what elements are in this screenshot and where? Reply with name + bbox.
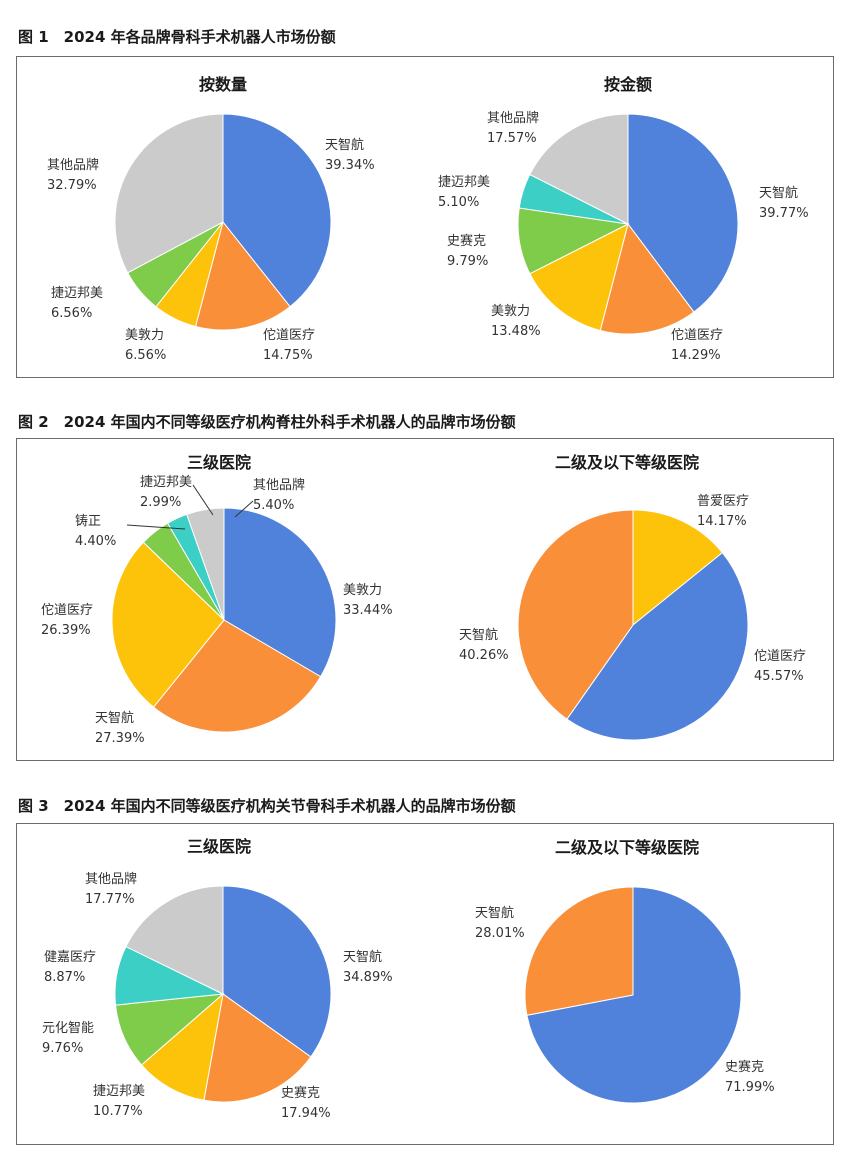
fig1-chart2-label-6: 其他品牌 17.57% <box>487 110 539 146</box>
fig1-chart1-label-1: 天智航 39.34% <box>325 137 375 173</box>
fig2-chart1-slice-2 <box>152 619 322 733</box>
figure-1-panel: 按数量天智航 39.34% 佗道医疗 14.75% 美敦力 6.56% 捷迈邦美 6.56% 其… <box>16 56 834 378</box>
fig2-chart2-slice-1 <box>632 509 724 627</box>
fig2-chart1-slice-1 <box>223 507 337 678</box>
fig3-chart1-label-6: 其他品牌 17.77% <box>85 871 137 907</box>
fig2-chart1-label-1: 美敦力 33.44% <box>343 582 393 618</box>
fig1-chart2-label-3: 美敦力 13.48% <box>491 303 541 339</box>
figure-2-caption: 图 2 2024 年国内不同等级医疗机构脊柱外科手术机器人的品牌市场份额 <box>18 413 516 431</box>
fig2-chart1-label-2: 天智航 27.39% <box>95 710 145 746</box>
fig1-chart1-label-5: 其他品牌 32.79% <box>47 157 99 193</box>
fig3-chart1-title: 三级医院 <box>187 837 251 856</box>
fig3-chart2-label-1: 史赛克 71.99% <box>725 1059 775 1095</box>
fig1-chart1-slice-1 <box>222 113 332 308</box>
figure-3-panel: 三级医院天智航 34.89% 史赛克 17.94% 捷迈邦美 10.77% 元化智能 9.76… <box>16 823 834 1145</box>
fig3-chart2-title: 二级及以下等级医院 <box>555 838 699 857</box>
fig2-chart1-leader-line-3 <box>234 500 254 518</box>
fig2-chart2-label-3: 天智航 40.26% <box>459 627 509 663</box>
fig1-chart1-label-3: 美敦力 6.56% <box>125 327 166 363</box>
fig2-chart1-slice-6 <box>186 507 225 621</box>
fig1-chart2-slice-6 <box>529 113 629 225</box>
fig3-chart2-slice-1 <box>526 886 742 1104</box>
fig3-chart1-label-3: 捷迈邦美 10.77% <box>93 1084 145 1119</box>
fig2-chart2-label-1: 普爱医疗 14.17% <box>697 494 749 529</box>
fig3-chart1-slice-1 <box>222 885 332 1058</box>
fig2-chart2-title: 二级及以下等级医院 <box>555 453 699 472</box>
fig1-chart2-title: 按金额 <box>604 75 652 94</box>
fig2-chart1-title: 三级医院 <box>187 453 251 472</box>
fig1-chart2-label-4: 史赛克 9.79% <box>447 233 488 269</box>
figure-2-panel: 三级医院美敦力 33.44% 天智航 27.39% 佗道医疗 26.39% 铸正 4.40% 捷… <box>16 438 834 761</box>
fig1-chart1-title: 按数量 <box>199 75 247 94</box>
fig2-chart1-slice-3 <box>111 541 225 708</box>
fig3-chart1-slice-3 <box>140 992 224 1101</box>
fig3-chart2-slice-2 <box>524 886 634 1016</box>
fig1-chart2-slice-1 <box>627 113 739 313</box>
fig2-chart2-slice-3 <box>517 509 634 720</box>
fig2-chart1-leader-line-1 <box>126 524 186 530</box>
fig3-chart1-label-4: 元化智能 9.76% <box>42 1021 94 1056</box>
fig1-chart2-slice-3 <box>529 223 629 332</box>
fig2-chart1-label-4: 铸正 4.40% <box>75 513 116 549</box>
fig3-chart1-label-1: 天智航 34.89% <box>343 949 393 985</box>
fig2-chart1-leader-line-2 <box>192 484 214 516</box>
fig1-chart2-label-5: 捷迈邦美 5.10% <box>438 175 490 210</box>
fig1-chart1-label-4: 捷迈邦美 6.56% <box>51 286 103 321</box>
figure-1-caption: 图 1 2024 年各品牌骨科手术机器人市场份额 <box>18 28 336 46</box>
fig1-chart1-slice-5 <box>114 113 224 274</box>
fig2-chart1-label-6: 其他品牌 5.40% <box>253 477 305 513</box>
fig2-chart1-label-5: 捷迈邦美 2.99% <box>140 475 192 510</box>
fig3-chart1-slice-2 <box>203 993 312 1103</box>
fig1-chart2-label-2: 佗道医疗 14.29% <box>671 327 723 363</box>
fig1-chart2-slice-2 <box>599 222 695 335</box>
figure-3-caption: 图 3 2024 年国内不同等级医疗机构关节骨科手术机器人的品牌市场份额 <box>18 797 516 815</box>
fig3-chart1-slice-6 <box>125 885 224 995</box>
fig2-chart2-slice-2 <box>566 551 749 741</box>
fig3-chart2-label-2: 天智航 28.01% <box>475 905 525 941</box>
fig2-chart2-label-2: 佗道医疗 45.57% <box>754 648 806 684</box>
fig1-chart1-label-2: 佗道医疗 14.75% <box>263 327 315 363</box>
fig2-chart1-label-3: 佗道医疗 26.39% <box>41 602 93 638</box>
fig3-chart1-label-2: 史赛克 17.94% <box>281 1085 331 1121</box>
fig1-chart1-slice-2 <box>194 220 291 331</box>
fig1-chart2-label-1: 天智航 39.77% <box>759 185 809 221</box>
fig3-chart1-label-5: 健嘉医疗 8.87% <box>44 950 96 985</box>
